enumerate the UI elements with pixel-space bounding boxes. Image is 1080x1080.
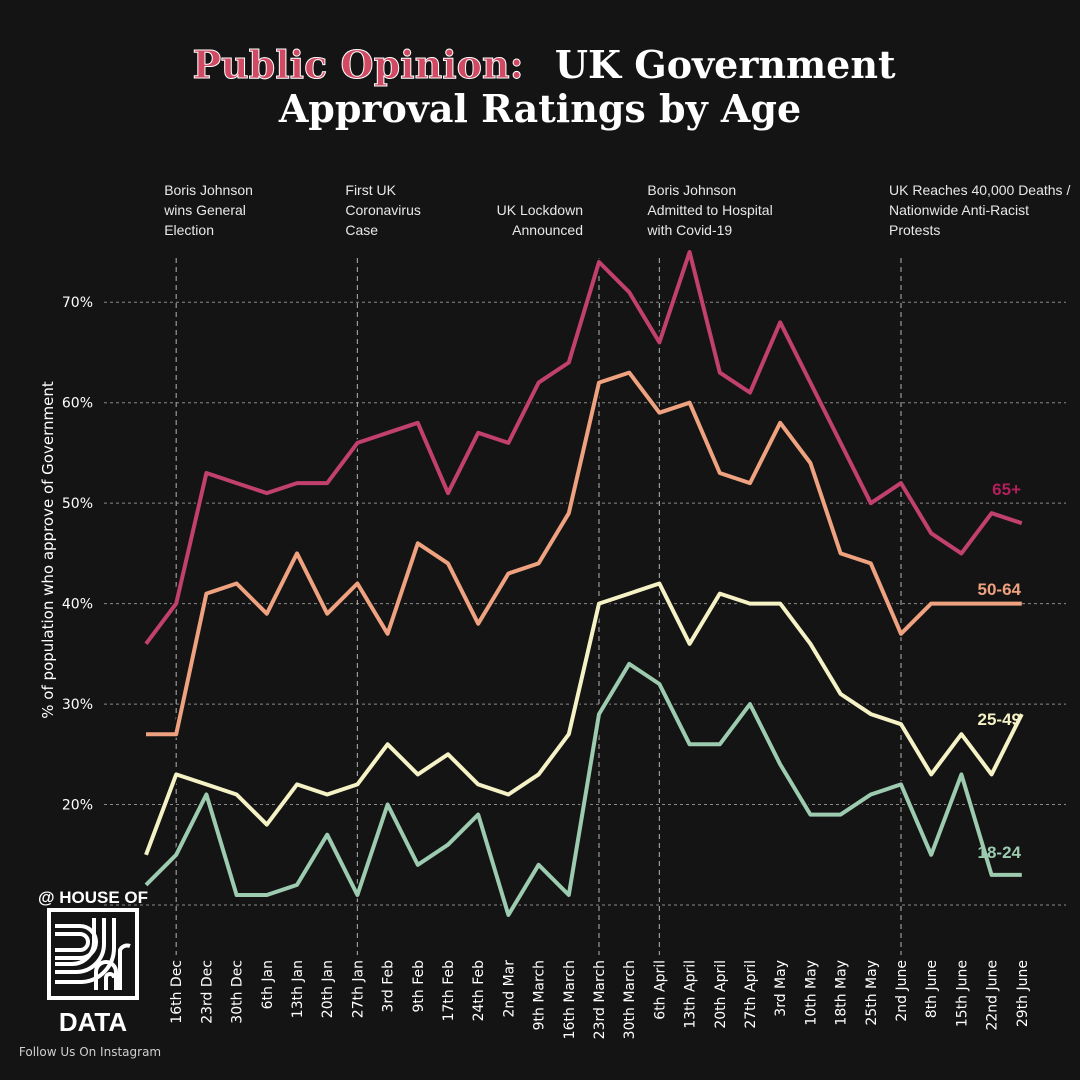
x-tick-label: 2nd June xyxy=(894,960,910,1022)
y-tick-label: 70% xyxy=(62,295,93,311)
x-tick-label: 10th May xyxy=(803,960,819,1026)
brand-bottom-text: DATA xyxy=(59,1007,128,1037)
event-annotation-line: Coronavirus xyxy=(345,202,420,218)
event-annotation-line: Protests xyxy=(889,222,940,238)
x-tick-label: 18th May xyxy=(834,960,850,1026)
event-annotation-line: UK Reaches 40,000 Deaths / xyxy=(889,182,1070,198)
y-tick-label: 20% xyxy=(62,798,93,814)
x-tick-label: 30th Dec xyxy=(230,960,246,1024)
series-label: 25-49 xyxy=(978,710,1021,729)
chart-title-line1: Public Opinion: UK Government xyxy=(192,42,896,87)
event-annotation-line: Admitted to Hospital xyxy=(647,202,772,218)
x-tick-label: 3rd May xyxy=(773,960,789,1017)
x-tick-label: 22nd June xyxy=(985,960,1001,1031)
event-annotation-line: Election xyxy=(164,222,214,238)
event-annotation-line: Nationwide Anti-Racist xyxy=(889,202,1029,218)
x-tick-label: 20th April xyxy=(713,960,729,1029)
x-tick-label: 6th April xyxy=(652,960,668,1020)
y-tick-label: 60% xyxy=(62,396,93,412)
title-part2: UK Government xyxy=(555,42,896,87)
y-tick-label: 30% xyxy=(62,697,93,713)
x-tick-label: 6th Jan xyxy=(260,960,276,1009)
x-tick-label: 23rd March xyxy=(592,960,608,1039)
series-label: 65+ xyxy=(992,480,1021,499)
x-tick-label: 29th June xyxy=(1015,960,1031,1027)
brand-top-text: @ HOUSE OF xyxy=(38,888,148,907)
data-series xyxy=(142,248,1025,919)
x-tick-label: 25th May xyxy=(864,960,880,1026)
event-lines xyxy=(175,258,902,955)
x-tick-label: 2nd Mar xyxy=(501,960,517,1018)
x-tick-label: 23rd Dec xyxy=(199,960,215,1024)
event-annotation-line: with Covid-19 xyxy=(646,222,732,238)
event-annotation-line: UK Lockdown xyxy=(497,202,583,218)
series-label: 18-24 xyxy=(978,843,1022,862)
x-tick-label: 15th June xyxy=(954,960,970,1027)
series-line xyxy=(146,370,1022,737)
x-tick-label: 30th March xyxy=(622,960,638,1039)
series-line xyxy=(144,581,1024,856)
house-of-data-logo-icon xyxy=(47,908,139,1000)
title-part1: Public Opinion: xyxy=(192,42,523,87)
x-tick-label: 3rd Feb xyxy=(381,960,397,1013)
x-tick-labels: 16th Dec 23rd Dec 30th Dec 6th Jan 13th Jan 2… xyxy=(169,960,1031,1040)
x-tick-label: 13th Jan xyxy=(290,960,306,1018)
x-tick-label: 16th March xyxy=(562,960,578,1039)
x-tick-label: 16th Dec xyxy=(169,960,185,1024)
series-labels: 65+ 50-64 25-49 18-24 xyxy=(978,480,1022,862)
event-annotation-line: Announced xyxy=(512,222,583,238)
event-annotation-line: First UK xyxy=(345,182,396,198)
x-tick-label: 20th Jan xyxy=(320,960,336,1018)
event-annotation-line: Boris Johnson xyxy=(647,182,736,198)
y-tick-label: 40% xyxy=(62,597,93,613)
x-tick-label: 17th Feb xyxy=(441,960,457,1022)
event-annotation-line: wins General xyxy=(163,202,246,218)
chart-title-line2: Approval Ratings by Age xyxy=(278,86,801,131)
x-tick-label: 9th March xyxy=(532,960,548,1030)
event-annotations: Boris Johnson wins General Election First U… xyxy=(163,182,1070,238)
instagram-footer: Follow Us On Instagram xyxy=(19,1045,161,1059)
x-tick-label: 27th Jan xyxy=(350,960,366,1018)
x-tick-label: 13th April xyxy=(683,960,699,1029)
x-tick-label: 24th Feb xyxy=(471,960,487,1022)
y-tick-label: 50% xyxy=(62,496,93,512)
series-line xyxy=(144,250,1023,646)
x-tick-label: 9th Feb xyxy=(411,960,427,1013)
x-tick-label: 27th April xyxy=(743,960,759,1029)
series-label: 50-64 xyxy=(978,580,1022,599)
x-tick-label: 8th June xyxy=(924,960,940,1018)
y-tick-labels: 20% 30% 40% 50% 60% 70% xyxy=(62,295,93,813)
y-axis-label: % of population who approve of Governmen… xyxy=(39,381,57,719)
series-line xyxy=(144,661,1022,917)
event-annotation-line: Case xyxy=(345,222,378,238)
event-annotation-line: Boris Johnson xyxy=(164,182,253,198)
